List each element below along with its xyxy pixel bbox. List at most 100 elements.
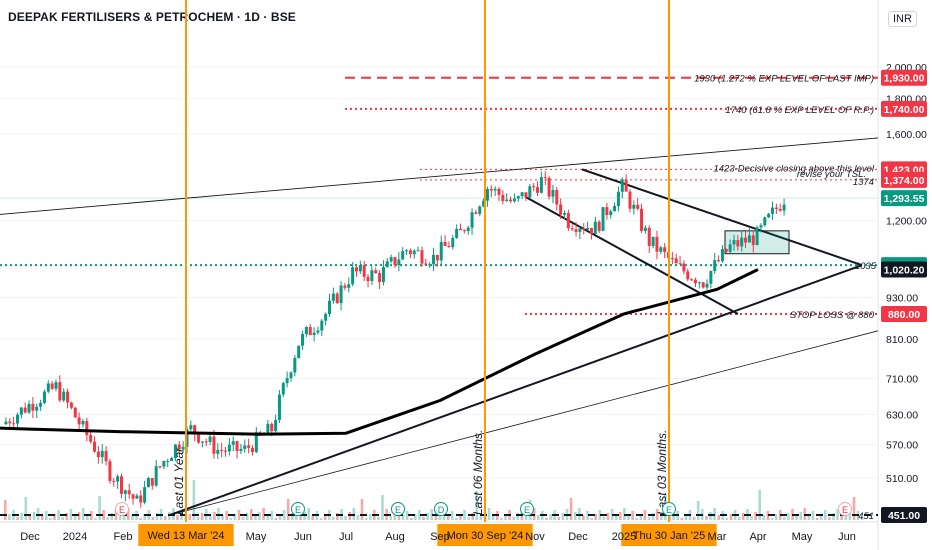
candle-body [274, 420, 278, 432]
candle-body [574, 229, 578, 232]
volume-bar [102, 510, 105, 520]
candle-body [759, 225, 763, 228]
volume-bar [127, 508, 130, 520]
volume-bar [106, 517, 110, 520]
volume-bar [569, 498, 573, 520]
candle-body [640, 208, 644, 231]
volume-bar [286, 499, 290, 520]
volume-bar [266, 515, 269, 520]
candle-body [593, 221, 597, 234]
candle-body [297, 345, 301, 359]
candle-body [536, 187, 540, 193]
candle-body [632, 204, 636, 209]
volume-bar [57, 510, 60, 520]
wedge-lower-line[interactable] [524, 195, 739, 315]
volume-bar [356, 515, 360, 520]
candle-body [93, 441, 97, 452]
candle-body [601, 207, 605, 231]
wedge-upper-line[interactable] [581, 168, 863, 267]
event-marker[interactable] [838, 502, 852, 516]
volume-bar [479, 516, 483, 520]
volume-bar [282, 510, 286, 520]
candle-body [420, 250, 424, 264]
candle-body [243, 445, 247, 449]
candle-body [647, 227, 651, 246]
currency-badge[interactable]: INR [888, 11, 917, 27]
volume-bar [660, 516, 663, 520]
volume-bar [828, 517, 831, 520]
candle-body [389, 257, 393, 262]
x-tick-label: Apr [749, 531, 766, 543]
volume-bar [537, 515, 540, 520]
candle-body [378, 273, 382, 283]
volume-bar [811, 511, 815, 520]
candle-body [763, 217, 767, 226]
volume-bar [176, 515, 179, 520]
volume-bar [807, 515, 811, 520]
volume-bar [725, 518, 729, 520]
volume-bar [737, 517, 741, 520]
candle-body [397, 259, 401, 266]
candle-body [782, 204, 786, 211]
candle-body [328, 300, 332, 315]
candle-body [747, 235, 751, 243]
vertical-marker-date-box [621, 524, 717, 546]
candle-body [659, 247, 663, 252]
x-tick-label: Aug [385, 531, 405, 543]
candle-body [354, 267, 358, 272]
price-level-tag [881, 100, 927, 117]
volume-bar [270, 511, 274, 520]
candle-body [482, 200, 486, 207]
candle-body [208, 436, 212, 442]
volume-bar [705, 516, 708, 520]
volume-bar [45, 511, 48, 520]
volume-bar [209, 516, 212, 520]
candle-body [335, 293, 339, 304]
moving-average-line[interactable] [0, 268, 759, 436]
volume-bar [86, 515, 89, 520]
volume-bar [377, 517, 380, 520]
level-tag-1035: 1035 [855, 261, 877, 272]
event-marker[interactable] [520, 502, 534, 516]
candle-body [381, 267, 385, 283]
volume-bar [586, 511, 589, 520]
candle-body [613, 206, 617, 212]
candle-body [154, 466, 158, 486]
volume-bar [832, 513, 835, 520]
volume-bar [672, 515, 675, 520]
candle-body [58, 382, 62, 401]
volume-bar [680, 518, 684, 520]
volume-bar [450, 511, 454, 520]
event-marker[interactable] [391, 502, 405, 516]
candle-body [651, 236, 655, 246]
price-level-value: 1,020.20 [884, 264, 925, 276]
rising-support-line[interactable] [169, 264, 863, 516]
volume-bar [213, 512, 216, 520]
candle-body [108, 461, 112, 481]
x-tick-label: Jun [294, 531, 312, 543]
rising-support-line-thin[interactable] [169, 330, 879, 516]
event-marker[interactable] [115, 502, 129, 516]
volume-bar [504, 514, 507, 520]
event-marker[interactable] [434, 502, 448, 516]
candle-body [559, 204, 563, 215]
price-level-value: 451.00 [888, 510, 920, 522]
candle-body [158, 466, 162, 468]
volume-bar [192, 480, 196, 520]
volume-bar [414, 514, 417, 520]
candle-body [293, 358, 297, 373]
event-marker[interactable] [662, 502, 676, 516]
volume-bar [262, 508, 265, 520]
long-trendline-top[interactable] [0, 137, 879, 215]
candle-body [582, 228, 586, 230]
candle-body [713, 260, 717, 272]
candle-body [31, 403, 35, 411]
volume-bar [614, 516, 618, 520]
candle-body [85, 421, 89, 435]
volume-bar [627, 515, 630, 520]
candle-body [458, 228, 462, 231]
volume-bar [40, 515, 44, 520]
candle-body [578, 228, 582, 232]
event-marker[interactable] [291, 502, 305, 516]
